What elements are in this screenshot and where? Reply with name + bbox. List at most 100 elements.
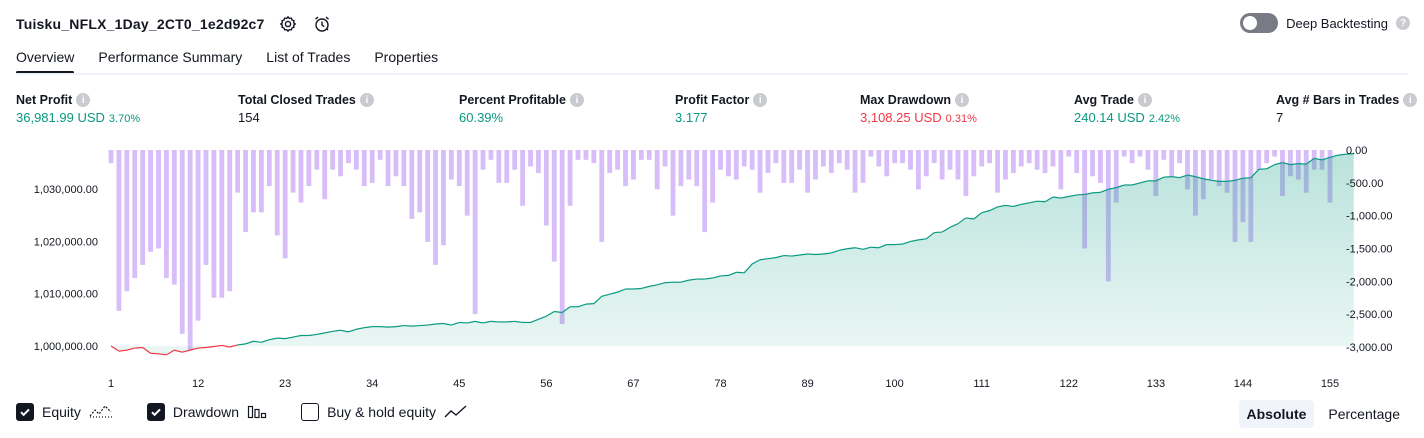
drawdown-bar [528, 150, 533, 167]
equity-line-segment [925, 232, 935, 240]
equity-line-segment [743, 263, 753, 274]
info-icon[interactable]: i [1137, 93, 1152, 107]
drawdown-bar [520, 150, 526, 206]
drawdown-bar [1145, 150, 1151, 170]
metric-net-profit: Net Profit i 36,981.99 USD 3.70% [16, 93, 140, 125]
header: Tuisku_NFLX_1Day_2CT0_1e2d92c7 [16, 12, 333, 36]
equity-line-segment [546, 310, 555, 317]
left-axis-tick-label: 1,030,000.00 [34, 184, 98, 196]
equity-line-segment [854, 247, 864, 250]
drawdown-bar [781, 150, 787, 183]
equity-line-segment [902, 240, 911, 245]
metric-max-drawdown: Max Drawdown i 3,108.25 USD 0.31% [860, 93, 977, 125]
equity-line-segment [799, 253, 808, 256]
drawdown-bar [536, 150, 541, 173]
drawdown-bar [599, 150, 605, 242]
drawdown-bar [1272, 150, 1277, 157]
right-axis-tick-label: -1,000.00 [1346, 211, 1392, 223]
right-axis-tick-label: -2,500.00 [1346, 309, 1392, 321]
drawdown-bar [251, 150, 256, 213]
equity-line-segment [934, 231, 943, 234]
equity-line-segment [1321, 156, 1331, 161]
equity-line-segment [1155, 176, 1165, 182]
drawdown-bar [353, 150, 359, 170]
legend-drawdown[interactable]: Drawdown [146, 403, 267, 421]
info-icon[interactable]: i [76, 93, 91, 107]
x-axis-tick-label: 100 [885, 378, 903, 390]
drawdown-bar [235, 150, 241, 193]
drawdown-bar [908, 150, 913, 170]
tab-performance-summary[interactable]: Performance Summary [98, 49, 243, 65]
equity-line-segment [831, 249, 840, 254]
drawdown-bar [607, 150, 613, 173]
metric-value: 154 [238, 110, 260, 125]
drawdown-bar [488, 150, 494, 160]
drawdown-bar [401, 150, 407, 187]
drawdown-bar [654, 150, 660, 190]
buy-hold-checkbox[interactable] [301, 403, 320, 421]
drawdown-bar [361, 150, 367, 187]
info-icon[interactable]: i [359, 93, 374, 107]
equity-line-segment [395, 324, 404, 328]
drawdown-bar [377, 150, 383, 160]
drawdown-bar [456, 150, 462, 187]
equity-line-segment [712, 275, 721, 279]
drawdown-bar [1177, 150, 1183, 164]
equity-line-segment [443, 322, 452, 326]
equity-line-segment [554, 310, 563, 314]
info-icon[interactable]: i [1403, 93, 1418, 107]
equity-checkbox[interactable] [16, 403, 34, 421]
equity-line-segment [490, 320, 499, 323]
equity-line-segment [688, 278, 697, 281]
right-axis-tick-label: -1,500.00 [1346, 244, 1392, 256]
percentage-button[interactable]: Percentage [1328, 406, 1400, 422]
tab-list-of-trades[interactable]: List of Trades [266, 49, 351, 65]
drawdown-bar [369, 150, 375, 183]
alarm-clock-icon[interactable] [311, 13, 333, 35]
metric-percent-profitable: Percent Profitable i 60.39% [459, 93, 584, 125]
drawdown-bar [1288, 150, 1293, 177]
equity-line-segment [878, 244, 887, 249]
equity-line-segment [807, 253, 816, 256]
drawdown-bar [148, 150, 153, 252]
equity-line-segment [704, 277, 713, 280]
deep-backtesting-toggle[interactable] [1240, 13, 1279, 33]
drawdown-bar [441, 150, 446, 246]
legend-equity[interactable]: Equity [16, 403, 113, 421]
gear-icon[interactable] [277, 13, 299, 35]
tab-properties[interactable]: Properties [374, 49, 439, 65]
help-icon[interactable]: ? [1396, 16, 1410, 30]
drawdown-bar [1208, 150, 1214, 180]
drawdown-bar [892, 150, 898, 164]
equity-line-segment [237, 343, 246, 346]
equity-line-segment [506, 320, 515, 323]
equity-line-segment [1266, 164, 1275, 170]
equity-line-segment [839, 248, 848, 251]
drawdown-bar [409, 150, 415, 219]
drawdown-bar [512, 150, 518, 170]
drawdown-bars-icon [247, 404, 267, 420]
legend-buy-hold-equity[interactable]: Buy & hold equity [301, 403, 468, 421]
equity-line-segment [285, 336, 294, 340]
drawdown-bar [789, 150, 795, 183]
drawdown-bar [346, 150, 351, 164]
drawdown-bar [219, 150, 225, 298]
equity-drawdown-chart[interactable]: 1,030,000.00 1,020,000.00 1,010,000.00 1,00… [0, 140, 1424, 396]
equity-line-segment [1108, 187, 1117, 190]
equity-line-segment [221, 344, 230, 348]
drawdown-bar [749, 150, 755, 170]
equity-line-segment [388, 326, 396, 328]
drawdown-bar [733, 150, 739, 180]
drawdown-bar [1216, 150, 1222, 187]
drawdown-checkbox[interactable] [146, 403, 165, 421]
info-icon[interactable]: i [753, 93, 768, 107]
mode-switch: Absolute Percentage [1238, 400, 1409, 428]
drawdown-bar [805, 150, 810, 193]
info-icon[interactable]: i [955, 93, 969, 107]
metric-label: Avg # Bars in Trades [1276, 93, 1400, 107]
tab-overview[interactable]: Overview [16, 46, 75, 74]
drawdown-bar [132, 150, 138, 279]
drawdown-bar [322, 150, 328, 200]
absolute-button[interactable]: Absolute [1238, 400, 1315, 428]
info-icon[interactable]: i [569, 93, 584, 107]
